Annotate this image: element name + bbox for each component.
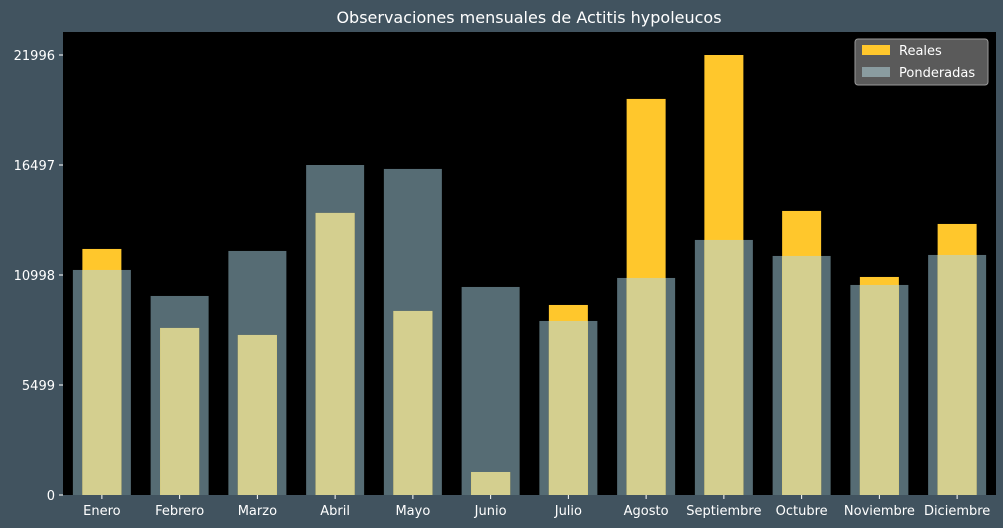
bar-overlap-octubre xyxy=(782,255,822,495)
bar-overlap-mayo xyxy=(393,310,433,495)
x-tick-label: Septiembre xyxy=(686,504,761,519)
bar-overlap-agosto xyxy=(626,277,666,495)
chart-title: Observaciones mensuales de Actitis hypol… xyxy=(336,8,721,27)
bar-overlap-marzo xyxy=(237,334,277,495)
legend-label-reales: Reales xyxy=(899,44,942,59)
x-tick-label: Julio xyxy=(554,504,582,519)
x-tick-label: Abril xyxy=(320,504,350,519)
x-axis: Enero Febrero Marzo Abril Mayo Junio Julio Agos… xyxy=(83,495,990,519)
x-tick-label: Febrero xyxy=(155,504,204,519)
bar-ponderadas-junio xyxy=(461,286,520,495)
legend-swatch-reales xyxy=(862,45,890,55)
legend: Reales Ponderadas xyxy=(854,38,989,86)
y-tick-label: 5499 xyxy=(22,379,55,394)
x-tick-label: Enero xyxy=(83,504,121,519)
x-tick-label: Diciembre xyxy=(924,504,990,519)
y-axis: 0 5499 10998 16497 21996 xyxy=(14,49,63,504)
bar-overlap-noviembre xyxy=(859,284,899,495)
x-tick-label: Agosto xyxy=(624,504,669,519)
bar-overlap-septiembre xyxy=(704,239,744,495)
bar-overlap-julio xyxy=(548,320,588,495)
x-tick-label: Noviembre xyxy=(844,504,915,519)
y-tick-label: 21996 xyxy=(14,49,55,64)
x-tick-label: Octubre xyxy=(776,504,828,519)
y-tick-label: 16497 xyxy=(14,159,55,174)
bar-overlap-febrero xyxy=(160,327,200,495)
bar-overlap-diciembre xyxy=(937,254,977,495)
bar-overlap-junio xyxy=(471,471,511,495)
x-tick-label: Marzo xyxy=(238,504,277,519)
y-tick-label: 10998 xyxy=(14,269,55,284)
overlap-bars-group xyxy=(82,212,977,495)
x-tick-label: Mayo xyxy=(395,504,430,519)
bar-overlap-enero xyxy=(82,269,122,495)
bar-overlap-abril xyxy=(315,212,355,495)
y-tick-label: 0 xyxy=(47,489,55,504)
x-tick-label: Junio xyxy=(474,504,507,519)
legend-label-ponderadas: Ponderadas xyxy=(899,66,975,81)
legend-swatch-ponderadas xyxy=(862,67,890,77)
plot-area xyxy=(63,32,996,495)
